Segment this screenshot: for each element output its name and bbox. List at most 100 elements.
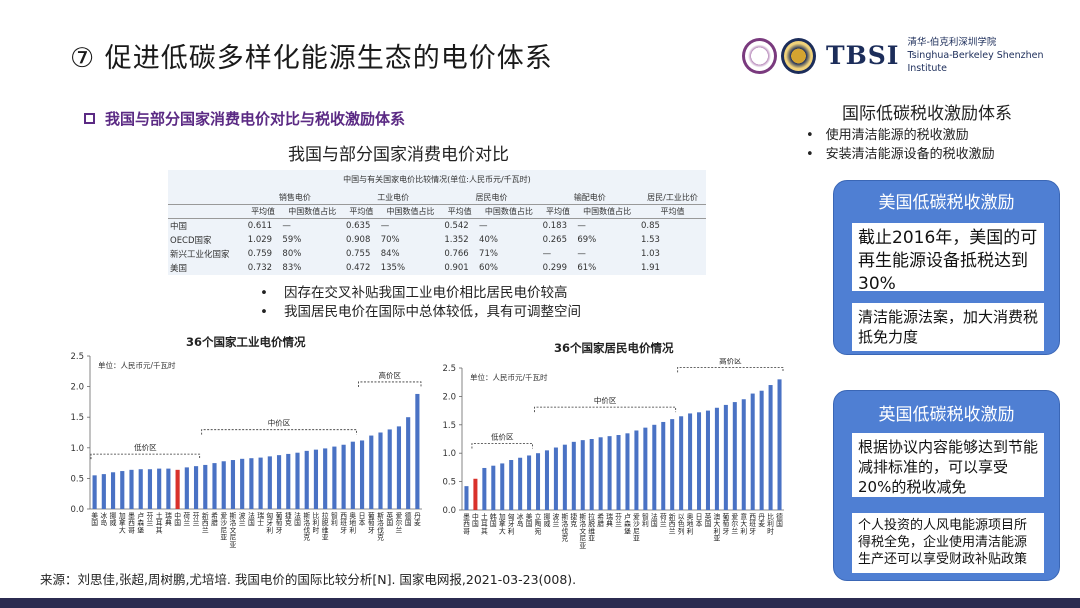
x-tick-label: 意大利 bbox=[740, 512, 747, 535]
zone-label: 中价区 bbox=[268, 418, 291, 428]
x-tick-label: 澳大利亚 bbox=[714, 512, 721, 543]
table-cell: 0.472 bbox=[346, 263, 371, 273]
x-tick-label: 德国 bbox=[776, 512, 783, 528]
sub-header: 中国数值占比 bbox=[280, 204, 345, 219]
x-tick-label: 捷克 bbox=[570, 512, 577, 528]
x-tick-label: 芬兰 bbox=[615, 512, 622, 528]
row-label: 美国 bbox=[170, 264, 188, 274]
bar bbox=[230, 460, 236, 509]
bar bbox=[286, 453, 291, 509]
table-corner bbox=[168, 191, 246, 205]
row-label: OECD国家 bbox=[170, 236, 212, 246]
unit-label: 单位：人民币元/千瓦时 bbox=[470, 372, 548, 382]
x-tick-label: 葡萄牙 bbox=[276, 511, 283, 534]
bar bbox=[571, 441, 576, 510]
bar bbox=[249, 458, 254, 509]
right-title: 国际低碳税收激励体系 bbox=[842, 104, 1012, 124]
x-tick-label: 土耳其 bbox=[481, 512, 488, 535]
x-tick-label: 拉脱维亚 bbox=[322, 511, 329, 542]
bar bbox=[120, 471, 125, 509]
bar bbox=[741, 399, 746, 510]
zone-bracket bbox=[677, 366, 784, 373]
y-tick-label: 1.0 bbox=[70, 444, 84, 454]
x-tick-label: 奥地利 bbox=[687, 512, 694, 535]
table-corner bbox=[168, 204, 246, 219]
x-tick-label: 爱沙尼亚 bbox=[220, 512, 227, 542]
table-cell: 0.908 bbox=[346, 235, 371, 245]
y-tick-label: 1.0 bbox=[442, 449, 456, 459]
sub-header: 中国数值占比 bbox=[575, 204, 639, 219]
bar bbox=[598, 437, 603, 510]
table-group-header: 销售电价 工业电价 居民电价 输配电价 居民/工业比价 bbox=[168, 191, 706, 205]
bar bbox=[157, 468, 162, 509]
table-cell: 80% bbox=[282, 249, 302, 259]
y-tick-label: 1.5 bbox=[70, 413, 84, 423]
x-tick-label: 西班牙 bbox=[749, 513, 756, 535]
table-cell: 71% bbox=[479, 249, 498, 259]
bar bbox=[697, 412, 702, 510]
institute-name-en: Tsinghua-Berkeley Shenzhen Institute bbox=[907, 50, 1044, 74]
bar bbox=[323, 448, 328, 509]
x-tick-label: 丹麦 bbox=[758, 513, 765, 528]
x-tick-label: 中国 bbox=[174, 511, 181, 527]
x-tick-label: 西班牙 bbox=[340, 512, 347, 534]
x-tick-label: 葡萄牙 bbox=[368, 511, 375, 534]
x-tick-label: 智利 bbox=[642, 512, 649, 528]
zone-bracket bbox=[90, 453, 201, 460]
table-cell: 61% bbox=[577, 263, 597, 273]
bar bbox=[607, 436, 612, 510]
group-header: 输配电价 bbox=[540, 191, 639, 205]
bar bbox=[688, 413, 693, 510]
logo-group: TBSI 清华-伯克利深圳学院 Tsinghua-Berkeley Shenzh… bbox=[742, 36, 1080, 75]
table-cell: 0.732 bbox=[247, 263, 273, 273]
x-tick-label: 希腊 bbox=[597, 512, 604, 528]
x-tick-label: 爱尔兰 bbox=[731, 513, 738, 535]
bar bbox=[378, 432, 383, 509]
y-tick-label: 0.5 bbox=[70, 474, 84, 484]
table-cell: 0.766 bbox=[444, 249, 469, 259]
residential-chart-title: 36个国家居民电价情况 bbox=[554, 341, 674, 355]
table-cell: — bbox=[542, 249, 552, 259]
x-tick-label: 希腊 bbox=[211, 511, 218, 527]
x-tick-label: 波兰 bbox=[553, 512, 560, 528]
x-tick-label: 比利时 bbox=[767, 512, 774, 535]
bullet-item: 我国居民电价在国际中总体较低，具有可调整空间 bbox=[260, 303, 581, 322]
bar bbox=[473, 478, 478, 510]
x-tick-label: 美国 bbox=[526, 512, 533, 528]
institute-name: 清华-伯克利深圳学院 Tsinghua-Berkeley Shenzhen In… bbox=[907, 36, 1080, 75]
x-tick-label: 新西兰 bbox=[669, 512, 676, 535]
source-citation: 来源：刘思佳,张超,周树鹏,尤培培. 我国电价的国际比较分析[N]. 国家电网报… bbox=[40, 572, 577, 587]
institute-name-cn: 清华-伯克利深圳学院 bbox=[907, 37, 997, 48]
x-tick-label: 德国 bbox=[405, 511, 412, 527]
sub-header: 中国数值占比 bbox=[378, 204, 443, 219]
y-tick-label: 0.0 bbox=[70, 505, 84, 515]
bar bbox=[415, 393, 420, 509]
sub-header: 平均值 bbox=[442, 204, 478, 219]
bullet-item: 使用清洁能源的税收激励 bbox=[806, 126, 995, 145]
x-tick-label: 土耳其 bbox=[156, 511, 163, 534]
us-box-1: 截止2016年，美国的可再生能源设备抵税达到30% bbox=[852, 223, 1044, 294]
bar bbox=[518, 457, 523, 510]
x-tick-label: 加拿大 bbox=[119, 511, 126, 534]
zone-label: 高价区 bbox=[378, 370, 401, 380]
x-tick-label: 荷兰 bbox=[183, 511, 190, 527]
table-cell: 70% bbox=[380, 235, 400, 245]
zone-bracket bbox=[471, 443, 533, 449]
price-table: 销售电价 工业电价 居民电价 输配电价 居民/工业比价 平均值 中国数值占比 平… bbox=[168, 191, 706, 275]
table-cell: 1.352 bbox=[444, 235, 469, 245]
bullet-item: 因存在交叉补贴我国工业电价相比居民电价较高 bbox=[260, 284, 581, 303]
bar bbox=[500, 463, 505, 510]
x-tick-label: 挪威 bbox=[110, 511, 117, 527]
x-tick-label: 葡萄牙 bbox=[722, 512, 729, 535]
zone-bracket bbox=[534, 406, 677, 413]
right-bullet-list: 使用清洁能源的税收激励 安装清洁能源设备的税收激励 bbox=[806, 126, 995, 164]
group-header: 工业电价 bbox=[344, 191, 443, 205]
bar bbox=[750, 393, 755, 510]
table-subheader: 平均值 中国数值占比 平均值 中国数值占比 平均值 中国数值占比 平均值 中国数… bbox=[168, 204, 706, 219]
x-tick-label: 奥地利 bbox=[349, 511, 356, 534]
x-tick-label: 拉脱维亚 bbox=[588, 512, 595, 543]
bar bbox=[616, 435, 621, 510]
x-tick-label: 波兰 bbox=[239, 511, 246, 527]
x-tick-label: 立陶宛 bbox=[535, 512, 542, 535]
